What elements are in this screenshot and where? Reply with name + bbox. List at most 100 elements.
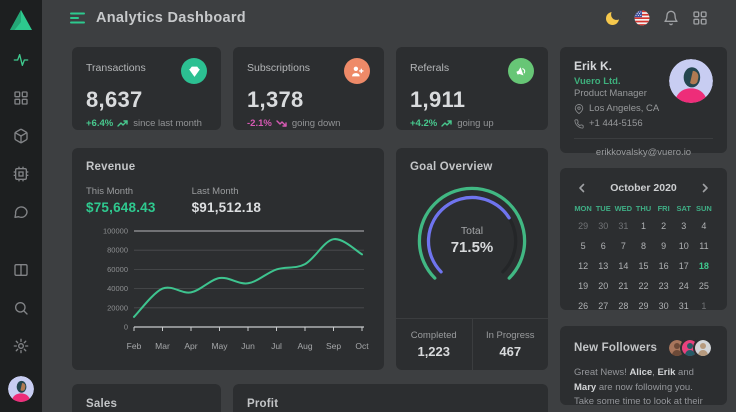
user-avatar[interactable] bbox=[8, 376, 34, 402]
calendar-day[interactable]: 10 bbox=[678, 241, 689, 251]
subscriptions-note: going down bbox=[291, 118, 341, 129]
trend-up-icon bbox=[117, 120, 128, 127]
revenue-card: Revenue This Month $75,648.43 Last Month… bbox=[72, 148, 384, 370]
bell-icon[interactable] bbox=[663, 10, 679, 26]
transactions-card: Transactions 8,637 +6.4% since last mont… bbox=[72, 47, 221, 130]
this-month-label: This Month bbox=[86, 186, 133, 197]
subscriptions-value: 1,378 bbox=[247, 87, 304, 112]
calendar-prev-icon[interactable] bbox=[577, 183, 587, 193]
new-followers-card: New Followers Great News! Alice, Erik an… bbox=[560, 326, 727, 412]
calendar-day[interactable]: 27 bbox=[598, 301, 609, 311]
topbar-actions bbox=[605, 10, 708, 26]
panels-icon[interactable] bbox=[13, 262, 29, 278]
calendar-day[interactable]: 8 bbox=[640, 241, 646, 251]
calendar-day[interactable]: 25 bbox=[698, 281, 709, 291]
calendar-weekday: WED bbox=[614, 204, 633, 213]
calendar-weekday: FRI bbox=[657, 204, 670, 213]
svg-text:80000: 80000 bbox=[107, 246, 128, 255]
profile-name: Erik K. bbox=[574, 59, 613, 73]
calendar-day[interactable]: 7 bbox=[620, 241, 626, 251]
profile-avatar[interactable] bbox=[669, 59, 713, 103]
calendar-day[interactable]: 17 bbox=[678, 261, 689, 271]
map-pin-icon bbox=[574, 103, 584, 114]
phone-icon bbox=[574, 118, 584, 129]
chat-icon[interactable] bbox=[13, 204, 29, 220]
last-month-value: $91,512.18 bbox=[191, 200, 262, 215]
gauge-total-value: 71.5% bbox=[450, 239, 494, 256]
calendar-day[interactable]: 13 bbox=[598, 261, 609, 271]
goal-footer: Completed 1,223 In Progress 467 bbox=[396, 318, 548, 370]
cube-icon[interactable] bbox=[13, 128, 29, 144]
menu-toggle-icon[interactable] bbox=[70, 11, 85, 25]
referals-label: Referals bbox=[410, 62, 450, 74]
profile-phone: +1 444-5156 bbox=[589, 118, 643, 129]
calendar-day[interactable]: 6 bbox=[600, 241, 606, 251]
followers-avatar-stack bbox=[667, 338, 713, 358]
calendar-day[interactable]: 11 bbox=[699, 241, 709, 251]
calendar-day[interactable]: 3 bbox=[681, 221, 687, 231]
moon-icon[interactable] bbox=[605, 10, 621, 26]
goal-title: Goal Overview bbox=[410, 161, 493, 173]
calendar-weekday: THU bbox=[635, 204, 652, 213]
calendar-day[interactable]: 1 bbox=[640, 221, 646, 231]
calendar-day[interactable]: 30 bbox=[658, 301, 669, 311]
subscriptions-card: Subscriptions 1,378 -2.1% going down bbox=[233, 47, 384, 130]
calendar-day[interactable]: 22 bbox=[638, 281, 649, 291]
calendar-day[interactable]: 4 bbox=[701, 221, 707, 231]
subscriptions-label: Subscriptions bbox=[247, 62, 311, 74]
sidebar bbox=[0, 0, 42, 412]
calendar-day[interactable]: 15 bbox=[638, 261, 649, 271]
calendar-day[interactable]: 16 bbox=[658, 261, 669, 271]
calendar-day[interactable]: 9 bbox=[661, 241, 667, 251]
calendar-day[interactable]: 31 bbox=[678, 301, 689, 311]
sidebar-bottom bbox=[8, 262, 34, 402]
calendar-day[interactable]: 5 bbox=[580, 241, 586, 251]
calendar-day-today[interactable]: 18 bbox=[698, 261, 709, 271]
calendar-day[interactable]: 23 bbox=[658, 281, 669, 291]
calendar-day[interactable]: 29 bbox=[578, 221, 589, 231]
activity-icon[interactable] bbox=[13, 52, 29, 68]
calendar-day[interactable]: 19 bbox=[578, 281, 589, 291]
vuero-triangle-logo[interactable] bbox=[9, 9, 33, 36]
page-title: Analytics Dashboard bbox=[96, 10, 246, 26]
svg-text:Jul: Jul bbox=[271, 341, 282, 351]
profile-company-link[interactable]: Vuero Ltd. bbox=[574, 76, 621, 87]
calendar-weekday: SAT bbox=[676, 204, 691, 213]
calendar-next-icon[interactable] bbox=[700, 183, 710, 193]
transactions-delta: +6.4% bbox=[86, 118, 114, 129]
sales-card: Sales bbox=[72, 384, 221, 412]
referals-delta: +4.2% bbox=[410, 118, 438, 129]
calendar-day[interactable]: 20 bbox=[598, 281, 609, 291]
apps-grid-icon[interactable] bbox=[692, 10, 708, 26]
svg-text:Mar: Mar bbox=[155, 341, 170, 351]
calendar-day[interactable]: 28 bbox=[618, 301, 629, 311]
svg-text:0: 0 bbox=[124, 323, 128, 332]
svg-text:May: May bbox=[211, 341, 228, 351]
calendar-day[interactable]: 21 bbox=[618, 281, 629, 291]
calendar-day[interactable]: 2 bbox=[661, 221, 667, 231]
calendar-day[interactable]: 14 bbox=[618, 261, 629, 271]
followers-title: New Followers bbox=[574, 342, 658, 354]
svg-text:100000: 100000 bbox=[103, 227, 128, 236]
calendar-day[interactable]: 1 bbox=[701, 301, 707, 311]
mary-avatar[interactable] bbox=[693, 338, 713, 358]
svg-text:Oct: Oct bbox=[355, 341, 369, 351]
search-icon[interactable] bbox=[13, 300, 29, 316]
dashboard-grid-icon[interactable] bbox=[13, 90, 29, 106]
in-progress-label: In Progress bbox=[485, 330, 535, 341]
calendar-day[interactable]: 29 bbox=[638, 301, 649, 311]
trend-up-icon bbox=[441, 120, 452, 127]
us-flag-icon[interactable] bbox=[634, 10, 650, 26]
goal-overview-card: Goal Overview Total 71.5% Completed 1,22… bbox=[396, 148, 548, 370]
sales-title: Sales bbox=[86, 398, 118, 410]
cpu-icon[interactable] bbox=[13, 166, 29, 182]
completed-label: Completed bbox=[410, 330, 457, 341]
calendar-day[interactable]: 30 bbox=[598, 221, 609, 231]
calendar-day[interactable]: 24 bbox=[678, 281, 689, 291]
calendar-day[interactable]: 26 bbox=[578, 301, 589, 311]
calendar-day[interactable]: 31 bbox=[618, 221, 629, 231]
topbar: Analytics Dashboard bbox=[42, 0, 736, 36]
calendar-day[interactable]: 12 bbox=[578, 261, 589, 271]
svg-text:Jun: Jun bbox=[241, 341, 255, 351]
gear-icon[interactable] bbox=[13, 338, 29, 354]
